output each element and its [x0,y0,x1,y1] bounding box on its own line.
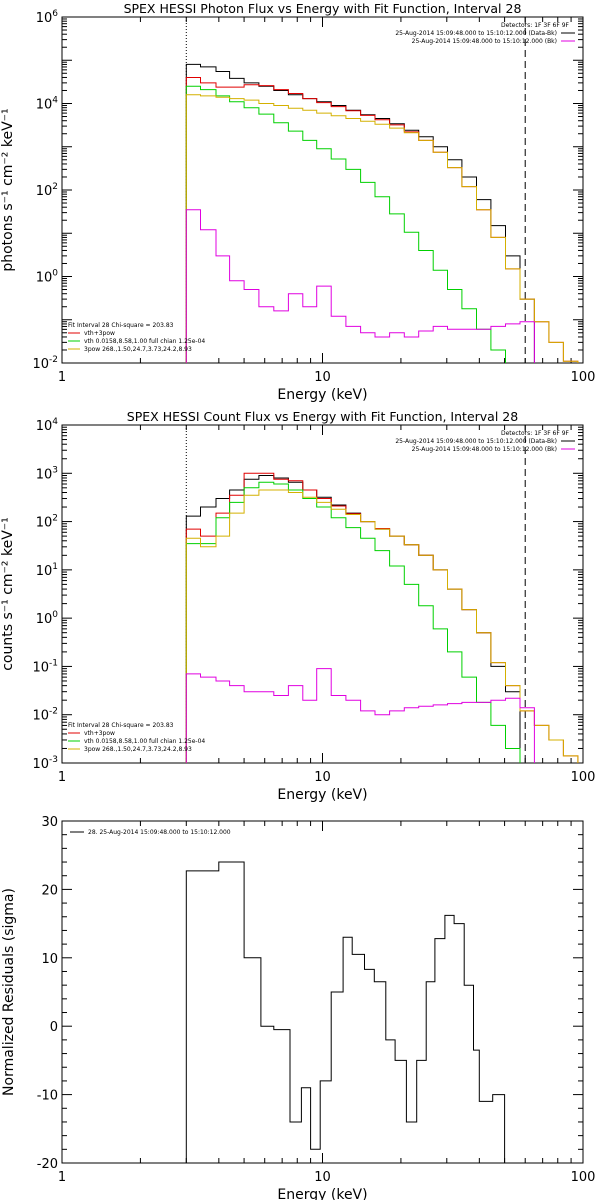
y-tick-base: 10 [36,564,53,579]
y-tick-base: 10 [32,757,49,772]
x-tick-label: 100 [571,370,596,385]
y-tick-label: 101 [36,562,58,579]
y-tick-base: 10 [36,184,53,199]
x-tick-label: 10 [314,370,331,385]
y-tick-exponent: 0 [52,610,58,620]
y-tick-exponent: 2 [52,182,58,192]
y-tick-label: 10-3 [32,755,58,772]
y-tick-base: 10 [32,660,49,675]
y-tick-label: 103 [36,465,58,482]
y-tick-label: 30 [41,815,58,830]
y-tick-label: 10-2 [32,707,58,724]
y-tick-label: 10-2 [32,355,58,372]
y-tick-base: 10 [32,357,49,372]
y-tick-label: 100 [36,610,59,627]
y-tick-exponent: 4 [52,417,58,427]
y-tick-label: 104 [36,417,59,434]
series-group [185,63,579,363]
legend-fit-label: vth 0.0158,8.58,1.00 full chian 1.25e-04 [84,338,205,345]
series-vth [185,481,521,763]
y-tick-base: 10 [36,419,53,434]
y-tick-label: 106 [36,9,59,26]
series-group [185,472,579,763]
y-tick-base: 10 [36,516,53,531]
y-tick-exponent: 2 [52,514,58,524]
series-vth [185,85,506,363]
x-tick-label: 1 [58,770,66,785]
legend-fit-label: 3pow 268.,1.50,24.7,3.73,24.2,8.93 [84,346,192,353]
legend-fit-interval: Fit Interval 28 Chi-square = 203.83 [68,722,174,729]
y-axis-label: Normalized Residuals (sigma) [1,888,17,1096]
y-axis-label: counts s⁻¹ cm⁻² keV⁻¹ [0,517,16,671]
legend-detectors: Detectors: 1F 3F 6F 9F [501,22,570,29]
x-tick-label: 100 [571,1170,596,1185]
legend-fit-label: vth 0.0158,8.58,1.00 full chian 1.25e-04 [84,738,205,745]
legend-fit-interval: Fit Interval 28 Chi-square = 203.83 [68,322,174,329]
y-tick-label: 10 [41,952,58,967]
series-3pow [185,94,579,363]
series-bk [185,668,535,763]
y-tick-label: 0 [50,1020,58,1035]
legend-entry-label: 25-Aug-2014 15:09:48.000 to 15:10:12.000… [395,438,557,445]
legend-fit-label: 3pow 268.,1.50,24.7,3.73,24.2,8.93 [84,746,192,753]
x-tick-label: 1 [58,370,66,385]
legend-entry-label: 25-Aug-2014 15:09:48.000 to 15:10:12.000… [412,38,557,45]
x-tick-label: 1 [58,1170,66,1185]
legend-entry-label: 25-Aug-2014 15:09:48.000 to 15:10:12.000… [395,30,557,37]
legend-fit-label: vth+3pow [84,330,115,337]
y-tick-exponent: 1 [52,562,58,572]
y-tick-exponent: -2 [49,355,58,365]
y-tick-exponent: -3 [49,755,58,765]
y-tick-label: 102 [36,514,58,531]
y-axis-label: photons s⁻¹ cm⁻² keV⁻¹ [0,108,16,271]
y-tick-label: -20 [37,1157,58,1172]
y-tick-label: -10 [37,1089,58,1104]
chart-3: 1 10 100 Energy (keV) -20 -10 0 10 20 30 Normalize… [1,815,595,1200]
y-tick-exponent: 3 [52,465,58,475]
y-tick-base: 10 [36,467,53,482]
y-tick-label: 100 [36,269,59,286]
legend-fit-label: vth+3pow [84,730,115,737]
y-tick-exponent: -1 [49,658,58,668]
x-axis-label: Energy (keV) [277,1187,367,1200]
y-tick-exponent: 4 [52,96,58,106]
y-tick-exponent: 6 [52,9,58,19]
y-tick-label: 104 [36,96,59,113]
series-group [185,861,516,1163]
x-axis-label: Energy (keV) [277,387,367,403]
legend-entry-label: 25-Aug-2014 15:09:48.000 to 15:10:12.000… [412,446,557,453]
series-28 [185,861,516,1163]
y-tick-exponent: -2 [49,707,58,717]
y-tick-label: 102 [36,182,58,199]
y-tick-label: 10-1 [32,658,58,675]
series-3pow [185,489,579,763]
y-tick-base: 10 [32,709,49,724]
series-bk [185,209,535,363]
chart-title: SPEX HESSI Count Flux vs Energy with Fit… [127,409,518,424]
y-tick-label: 20 [41,883,58,898]
legend-detectors: Detectors: 1F 3F 6F 9F [501,430,570,437]
x-tick-label: 10 [314,1170,331,1185]
y-tick-base: 10 [36,612,53,627]
x-tick-label: 100 [571,770,596,785]
y-tick-base: 10 [36,271,53,286]
x-axis-label: Energy (keV) [277,787,367,803]
y-tick-base: 10 [36,11,53,26]
y-tick-base: 10 [36,98,53,113]
x-tick-label: 10 [314,770,331,785]
legend-residual-label: 28. 25-Aug-2014 15:09:48.000 to 15:10:12… [88,829,231,836]
y-tick-exponent: 0 [52,269,58,279]
chart-title: SPEX HESSI Photon Flux vs Energy with Fi… [124,1,522,16]
